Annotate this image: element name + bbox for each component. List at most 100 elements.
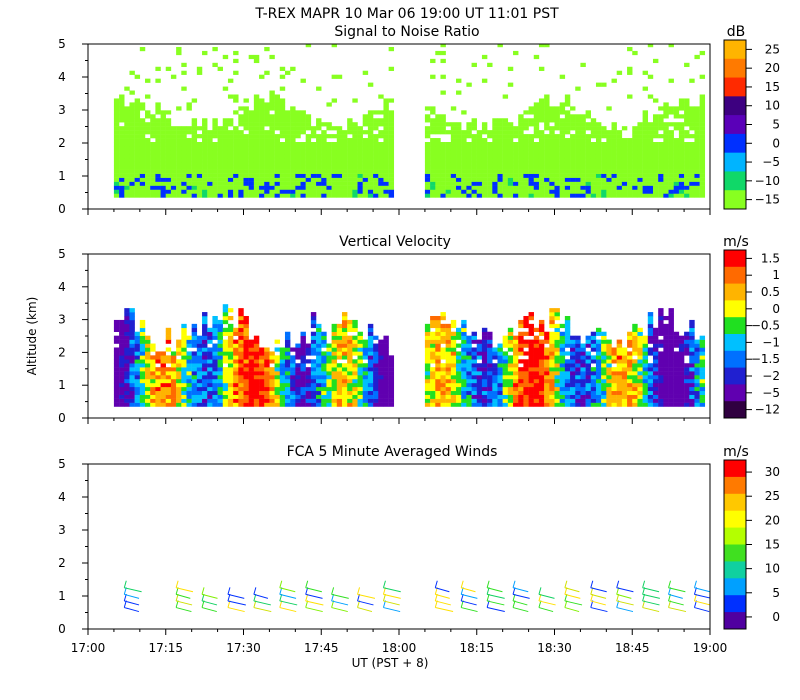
- snr-cell: [347, 173, 353, 178]
- snr-ytick-label: 0: [58, 202, 66, 216]
- velocity-cell: [331, 331, 338, 336]
- velocity-cell: [233, 343, 239, 348]
- velocity-cell: [248, 390, 255, 395]
- snr-cell: [217, 169, 223, 174]
- snr-cell: [134, 181, 141, 186]
- velocity-cell: [481, 327, 488, 332]
- snr-cell: [176, 181, 182, 186]
- snr-cell: [611, 130, 617, 135]
- snr-cell: [528, 145, 534, 151]
- velocity-cell: [637, 339, 643, 344]
- snr-cell: [227, 185, 234, 190]
- velocity-cell: [139, 402, 146, 407]
- velocity-cell: [564, 382, 571, 388]
- velocity-cell: [430, 331, 436, 336]
- velocity-cell: [357, 363, 363, 368]
- snr-cell: [207, 161, 213, 167]
- velocity-cell: [259, 398, 265, 403]
- velocity-cell: [440, 390, 446, 395]
- velocity-cell: [341, 375, 348, 380]
- snr-cell: [435, 161, 441, 167]
- win-cbar-label: 20: [765, 513, 780, 527]
- snr-cell: [507, 165, 514, 170]
- snr-cell: [440, 153, 446, 159]
- snr-cell: [373, 157, 379, 163]
- snr-cell: [497, 130, 503, 135]
- snr-cell: [497, 185, 503, 190]
- velocity-cell: [331, 355, 338, 360]
- velocity-cell: [248, 382, 255, 388]
- velocity-cell: [663, 386, 669, 392]
- snr-cell: [652, 114, 659, 119]
- snr-cell: [652, 153, 659, 159]
- snr-ytick-label: 4: [58, 70, 66, 84]
- snr-cell: [642, 126, 649, 131]
- snr-cell: [253, 142, 260, 147]
- snr-cell: [652, 130, 659, 135]
- snr-cell: [279, 130, 286, 135]
- snr-cell: [435, 138, 441, 143]
- snr-cell: [378, 165, 384, 170]
- snr-cell: [113, 122, 120, 127]
- velocity-cell: [678, 359, 685, 364]
- snr-cell: [233, 126, 239, 131]
- velocity-cell: [264, 367, 270, 372]
- snr-cell: [367, 165, 374, 170]
- velocity-cell: [347, 319, 353, 325]
- snr-cell: [129, 153, 135, 159]
- snr-cell: [300, 169, 306, 174]
- velocity-cell: [279, 394, 286, 399]
- velocity-cell: [590, 339, 597, 344]
- velocity-cell: [668, 359, 674, 364]
- snr-cell: [538, 66, 545, 71]
- velocity-cell: [253, 343, 260, 348]
- velocity-cell: [481, 394, 488, 399]
- velocity-cell: [450, 323, 457, 329]
- velocity-cell: [430, 319, 436, 325]
- velocity-cell: [336, 394, 343, 399]
- velocity-cell: [331, 375, 338, 380]
- snr-cell: [119, 94, 125, 99]
- velocity-cell: [119, 331, 125, 336]
- wind-barb-feather: [279, 580, 283, 588]
- snr-cell: [181, 177, 187, 182]
- velocity-cell: [663, 327, 669, 332]
- snr-cell: [388, 145, 395, 151]
- snr-cell: [378, 193, 384, 198]
- velocity-cell: [295, 378, 301, 384]
- velocity-cell: [445, 382, 452, 388]
- velocity-cell: [352, 363, 358, 368]
- snr-cell: [207, 145, 213, 151]
- snr-cell: [658, 145, 664, 151]
- vel-cbar-label: 0: [772, 302, 780, 316]
- velocity-cell: [502, 402, 509, 407]
- snr-cell: [378, 94, 384, 99]
- snr-cell: [694, 169, 700, 174]
- snr-cell: [284, 153, 291, 159]
- snr-cell: [678, 177, 685, 182]
- velocity-cell: [533, 390, 540, 395]
- velocity-cell: [518, 331, 524, 336]
- velocity-cell: [191, 375, 198, 380]
- snr-cell: [544, 110, 550, 115]
- velocity-cell: [139, 323, 146, 329]
- velocity-cell: [564, 319, 571, 325]
- velocity-cell: [207, 355, 213, 360]
- snr-cell: [440, 149, 446, 155]
- velocity-cell: [538, 343, 545, 348]
- velocity-cell: [243, 386, 249, 392]
- velocity-cell: [466, 382, 472, 388]
- velocity-cell: [295, 367, 301, 372]
- snr-cell: [502, 126, 509, 131]
- winds-xtick-label: 18:45: [615, 641, 650, 655]
- velocity-cell: [440, 367, 446, 372]
- velocity-cell: [378, 394, 384, 399]
- snr-cell: [684, 130, 690, 135]
- snr-cell: [227, 142, 234, 147]
- velocity-cell: [352, 390, 358, 395]
- snr-cell: [139, 145, 146, 151]
- velocity-cell: [595, 375, 602, 380]
- snr-cell: [689, 177, 695, 182]
- snr-cell: [341, 165, 348, 170]
